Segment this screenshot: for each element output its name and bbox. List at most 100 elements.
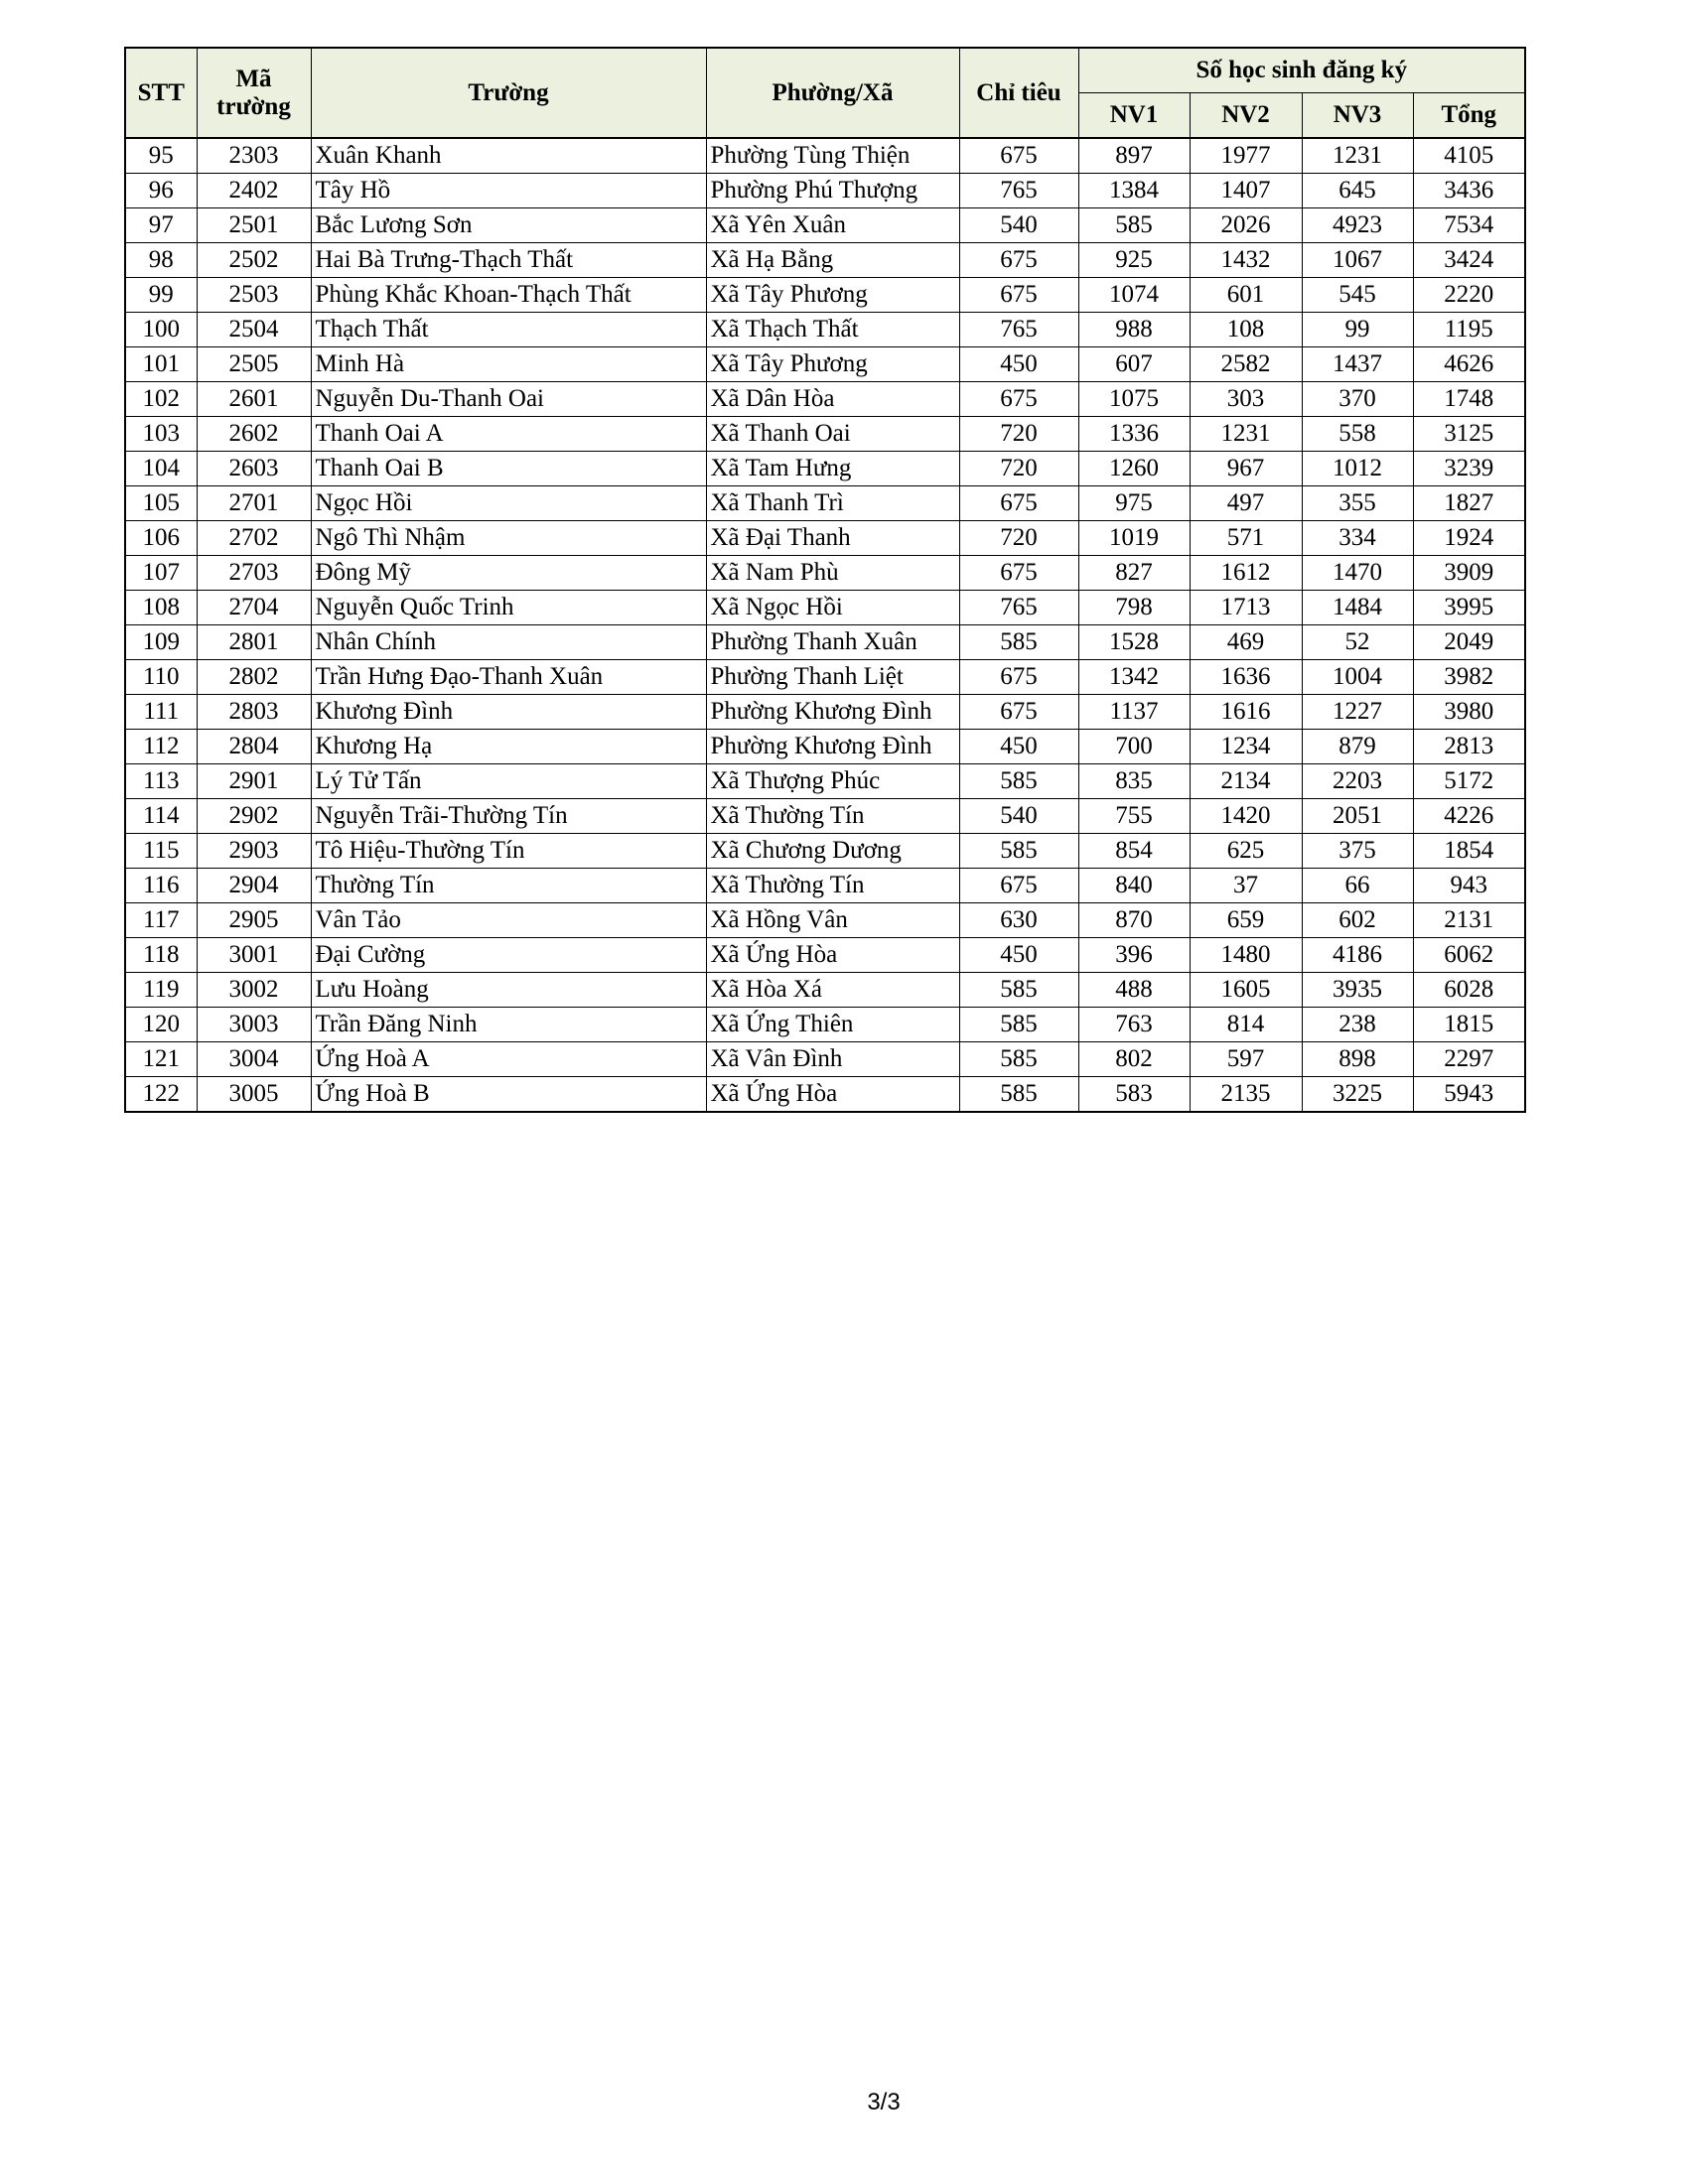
cell-phuong-xa: Xã Thường Tín <box>705 868 960 903</box>
cell-tong: 3980 <box>1412 694 1526 730</box>
cell-tong: 5172 <box>1412 763 1526 799</box>
table-row: 122 3005 Ứng Hoà B Xã Ứng Hòa 585 583 2135 3225… <box>124 1076 1526 1113</box>
cell-nv2: 601 <box>1189 277 1303 313</box>
cell-chi-tieu: 675 <box>958 242 1079 278</box>
cell-nv1: 1075 <box>1077 381 1191 417</box>
cell-truong: Nhân Chính <box>310 624 707 660</box>
cell-nv1: 925 <box>1077 242 1191 278</box>
cell-ma-truong: 2402 <box>196 173 312 208</box>
cell-nv2: 497 <box>1189 485 1303 521</box>
header-group-registrations: Số học sinh đăng ký <box>1077 47 1526 93</box>
cell-tong: 1815 <box>1412 1007 1526 1042</box>
page-number: 3/3 <box>867 2089 901 2116</box>
header-nv2: NV2 <box>1189 92 1303 139</box>
cell-chi-tieu: 540 <box>958 798 1079 834</box>
cell-nv2: 2582 <box>1189 346 1303 382</box>
cell-chi-tieu: 630 <box>958 902 1079 938</box>
cell-ma-truong: 2505 <box>196 346 312 382</box>
cell-truong: Trần Đăng Ninh <box>310 1007 707 1042</box>
cell-nv2: 1713 <box>1189 590 1303 625</box>
cell-nv1: 700 <box>1077 729 1191 764</box>
cell-ma-truong: 2903 <box>196 833 312 869</box>
cell-chi-tieu: 585 <box>958 1076 1079 1113</box>
cell-nv1: 840 <box>1077 868 1191 903</box>
cell-phuong-xa: Xã Thường Tín <box>705 798 960 834</box>
table-header: STT Mã trường Trường Phường/Xã Chỉ tiêu … <box>124 47 1526 139</box>
cell-nv1: 827 <box>1077 555 1191 591</box>
table-row: 99 2503 Phùng Khắc Khoan-Thạch Thất Xã Tây … <box>124 277 1526 313</box>
cell-truong: Thanh Oai B <box>310 451 707 486</box>
cell-nv3: 545 <box>1301 277 1414 313</box>
cell-nv1: 1019 <box>1077 520 1191 556</box>
table-row: 109 2801 Nhân Chính Phường Thanh Xuân 585 152… <box>124 624 1526 660</box>
header-tong: Tổng <box>1412 92 1526 139</box>
cell-nv3: 602 <box>1301 902 1414 938</box>
cell-nv2: 469 <box>1189 624 1303 660</box>
table-row: 103 2602 Thanh Oai A Xã Thanh Oai 720 1336 123… <box>124 416 1526 452</box>
cell-truong: Tây Hồ <box>310 173 707 208</box>
cell-stt: 103 <box>124 416 198 452</box>
cell-nv2: 1407 <box>1189 173 1303 208</box>
cell-nv1: 835 <box>1077 763 1191 799</box>
cell-ma-truong: 3004 <box>196 1041 312 1077</box>
cell-nv2: 1977 <box>1189 137 1303 174</box>
cell-truong: Hai Bà Trưng-Thạch Thất <box>310 242 707 278</box>
cell-nv3: 370 <box>1301 381 1414 417</box>
cell-tong: 4105 <box>1412 137 1526 174</box>
cell-chi-tieu: 720 <box>958 451 1079 486</box>
cell-phuong-xa: Xã Ứng Thiên <box>705 1007 960 1042</box>
cell-nv1: 396 <box>1077 937 1191 973</box>
cell-nv2: 1234 <box>1189 729 1303 764</box>
cell-nv2: 1605 <box>1189 972 1303 1008</box>
cell-ma-truong: 2504 <box>196 312 312 347</box>
cell-chi-tieu: 585 <box>958 1007 1079 1042</box>
table-row: 101 2505 Minh Hà Xã Tây Phương 450 607 2582 143… <box>124 346 1526 382</box>
cell-chi-tieu: 765 <box>958 173 1079 208</box>
table-row: 116 2904 Thường Tín Xã Thường Tín 675 840 37 66… <box>124 868 1526 903</box>
cell-chi-tieu: 720 <box>958 416 1079 452</box>
cell-nv3: 4186 <box>1301 937 1414 973</box>
cell-truong: Vân Tảo <box>310 902 707 938</box>
cell-chi-tieu: 675 <box>958 868 1079 903</box>
cell-nv2: 625 <box>1189 833 1303 869</box>
cell-nv3: 66 <box>1301 868 1414 903</box>
cell-truong: Thường Tín <box>310 868 707 903</box>
cell-chi-tieu: 765 <box>958 312 1079 347</box>
cell-phuong-xa: Xã Hòa Xá <box>705 972 960 1008</box>
cell-stt: 122 <box>124 1076 198 1113</box>
cell-chi-tieu: 585 <box>958 972 1079 1008</box>
cell-phuong-xa: Xã Ứng Hòa <box>705 1076 960 1113</box>
cell-truong: Đại Cường <box>310 937 707 973</box>
cell-nv1: 755 <box>1077 798 1191 834</box>
cell-ma-truong: 2904 <box>196 868 312 903</box>
cell-chi-tieu: 675 <box>958 277 1079 313</box>
cell-phuong-xa: Xã Thạch Thất <box>705 312 960 347</box>
cell-ma-truong: 2602 <box>196 416 312 452</box>
cell-nv1: 798 <box>1077 590 1191 625</box>
cell-nv3: 52 <box>1301 624 1414 660</box>
cell-stt: 96 <box>124 173 198 208</box>
table-row: 106 2702 Ngô Thì Nhậm Xã Đại Thanh 720 1019 57… <box>124 520 1526 556</box>
cell-nv1: 763 <box>1077 1007 1191 1042</box>
cell-nv3: 1470 <box>1301 555 1414 591</box>
cell-chi-tieu: 585 <box>958 1041 1079 1077</box>
cell-truong: Khương Hạ <box>310 729 707 764</box>
cell-nv1: 1528 <box>1077 624 1191 660</box>
cell-nv2: 1432 <box>1189 242 1303 278</box>
cell-truong: Nguyễn Quốc Trinh <box>310 590 707 625</box>
cell-truong: Nguyễn Trãi-Thường Tín <box>310 798 707 834</box>
cell-chi-tieu: 675 <box>958 137 1079 174</box>
cell-phuong-xa: Phường Phú Thượng <box>705 173 960 208</box>
cell-ma-truong: 3005 <box>196 1076 312 1113</box>
cell-nv1: 988 <box>1077 312 1191 347</box>
cell-truong: Ngô Thì Nhậm <box>310 520 707 556</box>
cell-ma-truong: 2804 <box>196 729 312 764</box>
cell-truong: Nguyễn Du-Thanh Oai <box>310 381 707 417</box>
cell-tong: 1924 <box>1412 520 1526 556</box>
header-truong: Trường <box>310 47 707 139</box>
table-row: 104 2603 Thanh Oai B Xã Tam Hưng 720 1260 967 1… <box>124 451 1526 486</box>
cell-stt: 108 <box>124 590 198 625</box>
cell-phuong-xa: Xã Vân Đình <box>705 1041 960 1077</box>
cell-nv3: 1227 <box>1301 694 1414 730</box>
cell-ma-truong: 2503 <box>196 277 312 313</box>
